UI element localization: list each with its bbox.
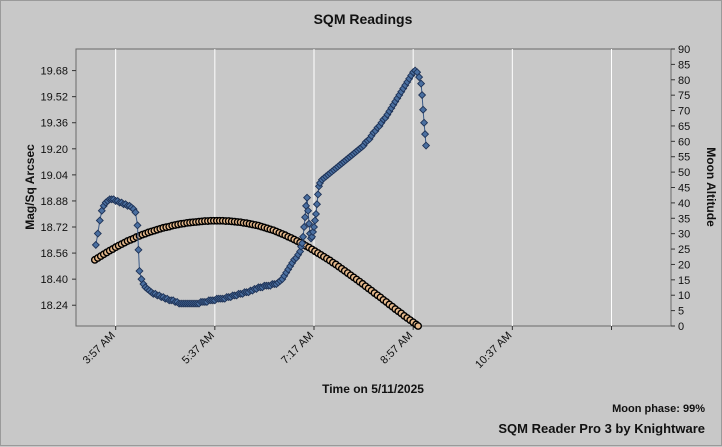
y-right-label: Moon Altitude [704,147,718,227]
sqm-reading-point [313,190,323,199]
y-left-tick-label: 19.52 [40,92,68,104]
y-left-tick-label: 19.20 [40,144,68,156]
sqm-reading-point [303,193,312,202]
sqm-reading-point [299,232,308,241]
y-left-tick-label: 18.24 [40,300,68,312]
sqm-reading-point [310,216,320,225]
x-tick-label: 7:17 AM [279,330,316,367]
x-tick-label: 5:37 AM [180,330,217,367]
y-left-tick-label: 19.36 [40,118,68,130]
y-right-tick-label: 15 [678,275,690,287]
y-right-tick-label: 90 [678,44,690,56]
y-right-tick-label: 55 [678,152,690,164]
x-tick-label: 8:57 AM [378,330,415,367]
sqm-reading-point [133,221,142,230]
sqm-reading-point [420,118,429,127]
sqm-reading-point [312,200,322,209]
x-axis-label: Time on 5/11/2025 [322,382,424,396]
sqm-reading-point [307,232,317,241]
x-axis: 3:57 AM 5:37 AM 7:17 AM 8:57 AM 10:37 AM [81,326,612,371]
sqm-reading-point [418,90,427,100]
y-right-tick-label: 75 [678,90,690,102]
y-right-tick-label: 50 [678,167,690,179]
y-right-tick-label: 80 [678,75,690,87]
sqm-reading-point [91,240,100,249]
y-right-tick-label: 60 [678,136,690,148]
sqm-reading-point [309,222,319,232]
chart-title: SQM Readings [314,11,413,27]
y-right-tick-label: 85 [678,59,690,71]
y-left-tick-label: 19.04 [40,170,68,182]
sqm-reading-point [93,229,102,238]
sqm-reading-point [419,105,428,114]
y-left-label: Mag/Sq Arcsec [23,144,37,230]
x-tick-label: 3:57 AM [81,330,118,367]
sqm-reading-point [135,266,144,276]
y-right-tick-label: 20 [678,259,690,271]
sqm-reading-point [301,213,310,222]
sqm-reading-series [91,66,431,308]
grid [115,49,612,326]
y-right-tick-label: 70 [678,106,690,118]
y-left-tick-label: 18.56 [40,248,68,260]
y-right-tick-label: 35 [678,213,690,225]
y-right-tick-label: 5 [678,306,684,318]
plot-area [75,48,672,327]
y-left-tick-label: 19.68 [40,66,68,78]
sqm-reading-point [415,73,424,82]
y-right-tick-label: 30 [678,229,690,241]
y-right-axis: 0 5 10 15 20 25 30 35 40 45 50 55 60 65 70 75 80 85 90 [671,44,690,333]
y-right-tick-label: 45 [678,183,690,195]
sqm-reading-point [304,206,313,215]
moon-altitude-point [414,322,423,330]
y-right-tick-label: 40 [678,198,690,210]
x-tick-label: 10:37 AM [473,330,514,371]
sqm-reading-point [97,206,106,215]
moon-phase-label: Moon phase: 99% [612,403,705,415]
y-left-tick-label: 18.40 [40,274,68,286]
sqm-reading-point [300,222,309,232]
sqm-reading-point [134,245,143,254]
y-right-tick-label: 0 [678,321,684,333]
sqm-reading-point [298,239,307,248]
y-right-tick-label: 25 [678,244,690,256]
sqm-reading-point [95,216,104,225]
y-left-tick-label: 18.72 [40,222,68,234]
y-right-tick-label: 10 [678,290,690,302]
sqm-reading-point [417,79,426,88]
sqm-reading-point [422,141,431,150]
y-left-tick-label: 18.88 [40,196,68,208]
sqm-reading-point [305,219,314,228]
y-right-tick-label: 65 [678,121,690,133]
sqm-reading-point [311,209,321,219]
sqm-reading-point [131,208,140,217]
credit-label: SQM Reader Pro 3 by Knightware [498,421,705,436]
y-left-axis: 18.24 18.40 18.56 18.72 18.88 19.04 19.20 19.36… [40,66,76,312]
sqm-reading-point [421,130,430,139]
moon-altitude-series [90,216,423,330]
